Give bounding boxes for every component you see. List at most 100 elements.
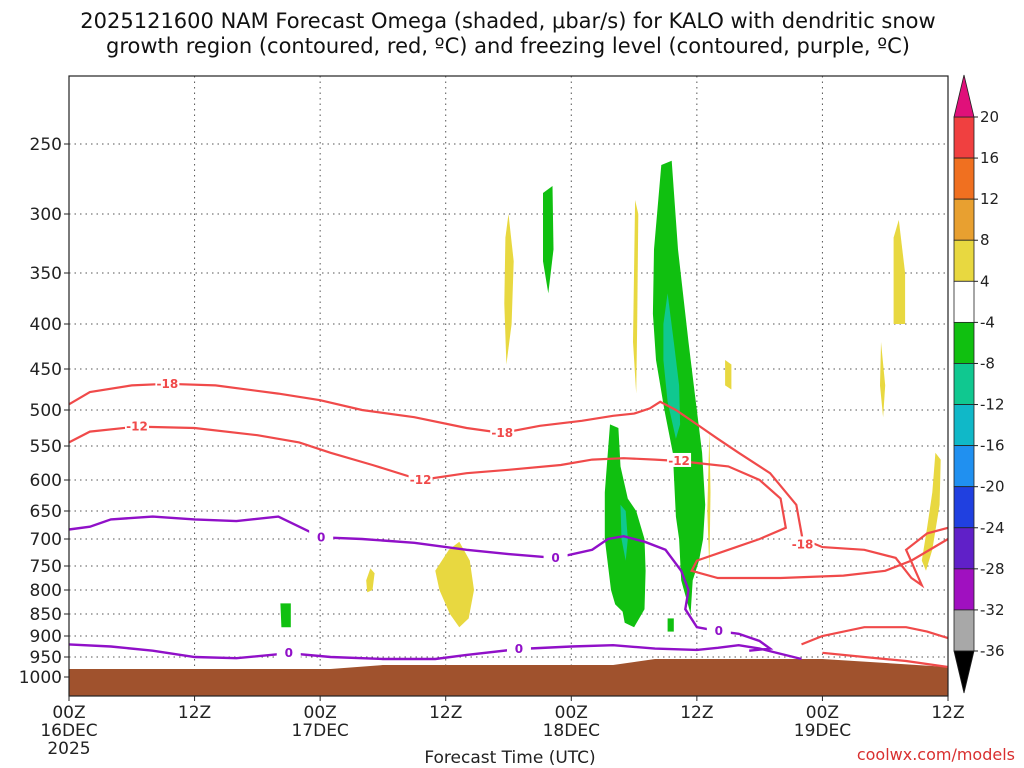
colorbar: 20 16 12 8 4 -4 -8 -12 -16 -20 -24 -28 -32 -36	[953, 74, 1005, 694]
x-tick-year: 2025	[47, 739, 90, 759]
colorbar-label: -4	[980, 313, 995, 331]
y-tick-label: 1000	[19, 668, 62, 688]
omega-region	[921, 452, 941, 571]
colorbar-label: 16	[980, 149, 999, 167]
y-tick-label: 750	[30, 557, 62, 577]
contour-label: -12	[126, 420, 148, 434]
colorbar-band	[953, 404, 975, 447]
contour-label: 0	[317, 530, 325, 544]
colorbar-band	[953, 280, 975, 323]
x-tick-label: 12Z	[178, 703, 211, 723]
contour-label-bg	[490, 425, 515, 440]
omega-region	[880, 342, 886, 418]
colorbar-label: -20	[980, 478, 1005, 496]
x-tick-label: 00Z	[806, 703, 839, 723]
colorbar-label: -24	[980, 519, 1005, 537]
x-axis-label: Forecast Time (UTC)	[424, 748, 595, 768]
contour-label: -12	[410, 473, 432, 487]
y-tick-label: 900	[30, 627, 62, 647]
omega-region	[707, 431, 711, 571]
colorbar-label: 8	[980, 231, 990, 249]
x-tick-label: 00Z	[555, 703, 588, 723]
x-tick-date: 17DEC	[291, 721, 348, 741]
colorbar-label: -36	[980, 642, 1005, 660]
dgz-contour-line	[68, 382, 949, 589]
contour-label: 0	[551, 551, 559, 565]
omega-region	[620, 504, 628, 561]
colorbar-band	[953, 568, 975, 611]
y-tick-label: 650	[30, 502, 62, 522]
contour-label: 0	[715, 624, 723, 638]
contour-label: 0	[515, 642, 523, 656]
contour-label: 0	[285, 646, 293, 660]
contour-label: -18	[792, 537, 814, 551]
colorbar-label: -8	[980, 354, 995, 372]
contour-label-bg	[506, 641, 531, 656]
y-tick-label: 450	[30, 360, 62, 380]
colorbar-band	[953, 486, 975, 529]
y-tick-label: 600	[30, 471, 62, 491]
contour-label-bg	[309, 529, 334, 544]
colorbar-bottom-arrow	[953, 650, 975, 694]
colorbar-label: -28	[980, 560, 1005, 578]
colorbar-label: 12	[980, 190, 999, 208]
contour-label: -18	[491, 426, 513, 440]
colorbar-band	[953, 157, 975, 200]
x-tick-label: 12Z	[429, 703, 462, 723]
y-tick-label: 550	[30, 437, 62, 457]
colorbar-label: -32	[980, 601, 1005, 619]
colorbar-top-arrow	[953, 74, 975, 118]
x-tick-label: 12Z	[680, 703, 713, 723]
terrain-bump	[69, 659, 948, 669]
y-tick-label: 500	[30, 401, 62, 421]
y-tick-label: 950	[30, 648, 62, 668]
contour-label: -12	[668, 454, 690, 468]
contour-label-bg	[155, 375, 180, 390]
y-tick-label: 850	[30, 605, 62, 625]
omega-region	[667, 618, 674, 632]
contour-label-bg	[408, 472, 433, 486]
x-tick-date: 19DEC	[794, 721, 851, 741]
dgz-contour-line	[822, 651, 949, 669]
x-tick-date: 18DEC	[543, 721, 600, 741]
contour-label-bg	[790, 536, 815, 551]
colorbar-band	[953, 239, 975, 282]
y-tick-label: 800	[30, 581, 62, 601]
colorbar-band	[953, 198, 975, 241]
y-tick-label: 250	[30, 135, 62, 155]
contour-label-bg	[706, 623, 731, 638]
y-axis-ticks: 2503003504004505005506006507007508008509…	[19, 135, 69, 688]
omega-region	[893, 219, 906, 324]
omega-region	[435, 541, 474, 628]
omega-region	[725, 360, 732, 390]
freezing-level-line	[68, 643, 802, 661]
colorbar-band	[953, 321, 975, 364]
x-tick-date: 16DEC	[40, 721, 97, 741]
y-tick-label: 350	[30, 264, 62, 284]
x-tick-label: 00Z	[304, 703, 337, 723]
colorbar-label: -16	[980, 437, 1005, 455]
omega-region	[543, 186, 554, 294]
contour-label-bg	[667, 452, 692, 467]
chart-title-line2: growth region (contoured, red, ºC) and f…	[106, 34, 910, 58]
y-tick-label: 700	[30, 530, 62, 550]
colorbar-label: -12	[980, 396, 1005, 414]
plot-frame	[68, 75, 949, 697]
omega-region	[504, 214, 514, 365]
omega-region	[280, 603, 291, 628]
credit-text: coolwx.com/models	[857, 745, 1015, 764]
terrain-surface	[69, 669, 948, 696]
colorbar-band	[953, 363, 975, 405]
contour-label-bg	[543, 549, 568, 564]
plot-area: -18 -12 -18 -12 -12 -18 0 0 0 0 0	[68, 75, 949, 697]
colorbar-label: 4	[980, 272, 990, 290]
omega-region	[633, 200, 639, 394]
x-tick-label: 12Z	[931, 703, 964, 723]
omega-region	[663, 293, 681, 439]
x-tick-label: 00Z	[52, 703, 85, 723]
y-tick-label: 400	[30, 315, 62, 335]
contour-label-bg	[125, 418, 150, 433]
colorbar-label: 20	[980, 108, 999, 126]
y-tick-label: 300	[30, 205, 62, 225]
